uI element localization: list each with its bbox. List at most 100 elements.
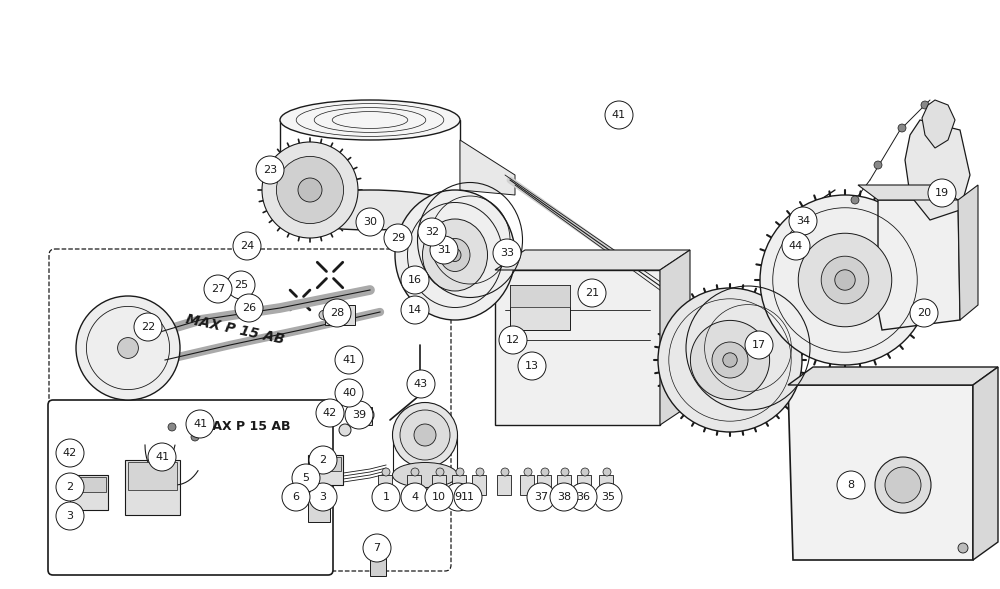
Ellipse shape bbox=[368, 538, 388, 558]
Text: 7: 7 bbox=[373, 543, 381, 553]
Ellipse shape bbox=[319, 310, 331, 320]
Polygon shape bbox=[660, 250, 690, 425]
Circle shape bbox=[550, 483, 578, 511]
Ellipse shape bbox=[422, 219, 488, 291]
Bar bbox=[125, 460, 180, 515]
Bar bbox=[537, 475, 551, 495]
Polygon shape bbox=[958, 185, 978, 320]
Polygon shape bbox=[973, 367, 998, 560]
Circle shape bbox=[885, 467, 921, 503]
Text: 43: 43 bbox=[414, 379, 428, 389]
Circle shape bbox=[411, 468, 419, 476]
Circle shape bbox=[518, 352, 546, 380]
Text: 8: 8 bbox=[847, 480, 855, 490]
Circle shape bbox=[356, 208, 384, 236]
Circle shape bbox=[789, 207, 817, 235]
Circle shape bbox=[316, 399, 344, 427]
Polygon shape bbox=[495, 250, 690, 270]
Text: 41: 41 bbox=[342, 355, 356, 365]
Polygon shape bbox=[858, 185, 958, 200]
Circle shape bbox=[282, 483, 310, 511]
Circle shape bbox=[335, 379, 363, 407]
Circle shape bbox=[256, 156, 284, 184]
Ellipse shape bbox=[723, 353, 737, 367]
Circle shape bbox=[401, 266, 429, 294]
Text: 40: 40 bbox=[342, 388, 356, 398]
Bar bbox=[472, 475, 486, 495]
Circle shape bbox=[56, 439, 84, 467]
Circle shape bbox=[603, 468, 611, 476]
Ellipse shape bbox=[440, 239, 470, 272]
Text: 3: 3 bbox=[67, 511, 74, 521]
Text: 22: 22 bbox=[141, 322, 155, 332]
Text: 13: 13 bbox=[525, 361, 539, 371]
Bar bbox=[308, 455, 343, 485]
Text: 19: 19 bbox=[935, 188, 949, 198]
Circle shape bbox=[204, 275, 232, 303]
Ellipse shape bbox=[356, 406, 374, 424]
Circle shape bbox=[569, 483, 597, 511]
Text: 42: 42 bbox=[323, 408, 337, 418]
Circle shape bbox=[605, 101, 633, 129]
Circle shape bbox=[335, 346, 363, 374]
Circle shape bbox=[407, 370, 435, 398]
Text: 30: 30 bbox=[363, 217, 377, 227]
Text: 2: 2 bbox=[319, 455, 327, 465]
Circle shape bbox=[384, 224, 412, 252]
Circle shape bbox=[168, 423, 176, 431]
Circle shape bbox=[186, 410, 214, 438]
Ellipse shape bbox=[835, 270, 855, 290]
Text: 26: 26 bbox=[242, 303, 256, 313]
Circle shape bbox=[476, 468, 484, 476]
Text: 41: 41 bbox=[155, 452, 169, 462]
Bar bbox=[350, 407, 372, 425]
Bar bbox=[72, 477, 106, 492]
Text: 6: 6 bbox=[293, 492, 300, 502]
Text: 29: 29 bbox=[391, 233, 405, 243]
Text: 14: 14 bbox=[408, 305, 422, 315]
Circle shape bbox=[227, 271, 255, 299]
FancyBboxPatch shape bbox=[48, 400, 333, 575]
Text: 23: 23 bbox=[263, 165, 277, 175]
Ellipse shape bbox=[276, 157, 344, 224]
Ellipse shape bbox=[760, 195, 930, 365]
Text: 4: 4 bbox=[411, 492, 419, 502]
Circle shape bbox=[292, 464, 320, 492]
Circle shape bbox=[456, 468, 464, 476]
Text: 16: 16 bbox=[408, 275, 422, 285]
Ellipse shape bbox=[118, 337, 138, 358]
Circle shape bbox=[928, 179, 956, 207]
Circle shape bbox=[436, 468, 444, 476]
Bar bbox=[452, 475, 466, 495]
Circle shape bbox=[910, 299, 938, 327]
Circle shape bbox=[782, 232, 810, 260]
Bar bbox=[325, 305, 355, 325]
Text: 33: 33 bbox=[500, 248, 514, 258]
Ellipse shape bbox=[280, 190, 460, 230]
Circle shape bbox=[527, 483, 555, 511]
Text: MAX P 15 AB: MAX P 15 AB bbox=[200, 421, 291, 434]
Ellipse shape bbox=[262, 142, 358, 238]
Ellipse shape bbox=[449, 249, 461, 262]
Circle shape bbox=[501, 468, 509, 476]
Circle shape bbox=[372, 483, 400, 511]
Circle shape bbox=[382, 468, 390, 476]
Bar bbox=[520, 475, 534, 495]
Bar bbox=[497, 475, 511, 495]
Bar bbox=[310, 457, 341, 471]
Circle shape bbox=[134, 313, 162, 341]
Polygon shape bbox=[788, 367, 998, 385]
Circle shape bbox=[454, 483, 482, 511]
Ellipse shape bbox=[298, 178, 322, 202]
Text: 1: 1 bbox=[382, 492, 390, 502]
Circle shape bbox=[541, 468, 549, 476]
Text: 25: 25 bbox=[234, 280, 248, 290]
Polygon shape bbox=[922, 100, 955, 148]
Ellipse shape bbox=[339, 424, 351, 436]
Circle shape bbox=[233, 232, 261, 260]
Polygon shape bbox=[788, 385, 973, 560]
Polygon shape bbox=[460, 140, 515, 195]
Circle shape bbox=[581, 468, 589, 476]
Circle shape bbox=[594, 483, 622, 511]
Bar bbox=[128, 462, 177, 490]
